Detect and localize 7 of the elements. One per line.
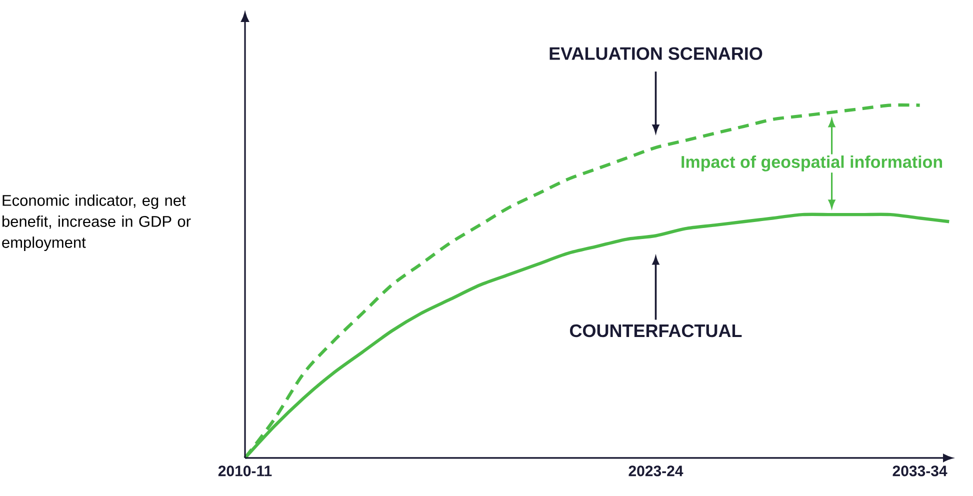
x-tick-label: 2023-24 <box>628 466 684 476</box>
x-tick-label: 2033-34 <box>892 466 948 476</box>
annotation: Impact of geospatial information <box>682 155 942 172</box>
text: EVALUATION SCENARIO <box>550 47 762 60</box>
x-tick-label: 2010-11 <box>218 466 272 476</box>
y-axis-title: Economic indicator, eg net benefit, increase in GDP or employment <box>2 194 191 252</box>
annotation: COUNTERFACTUAL <box>570 324 742 338</box>
